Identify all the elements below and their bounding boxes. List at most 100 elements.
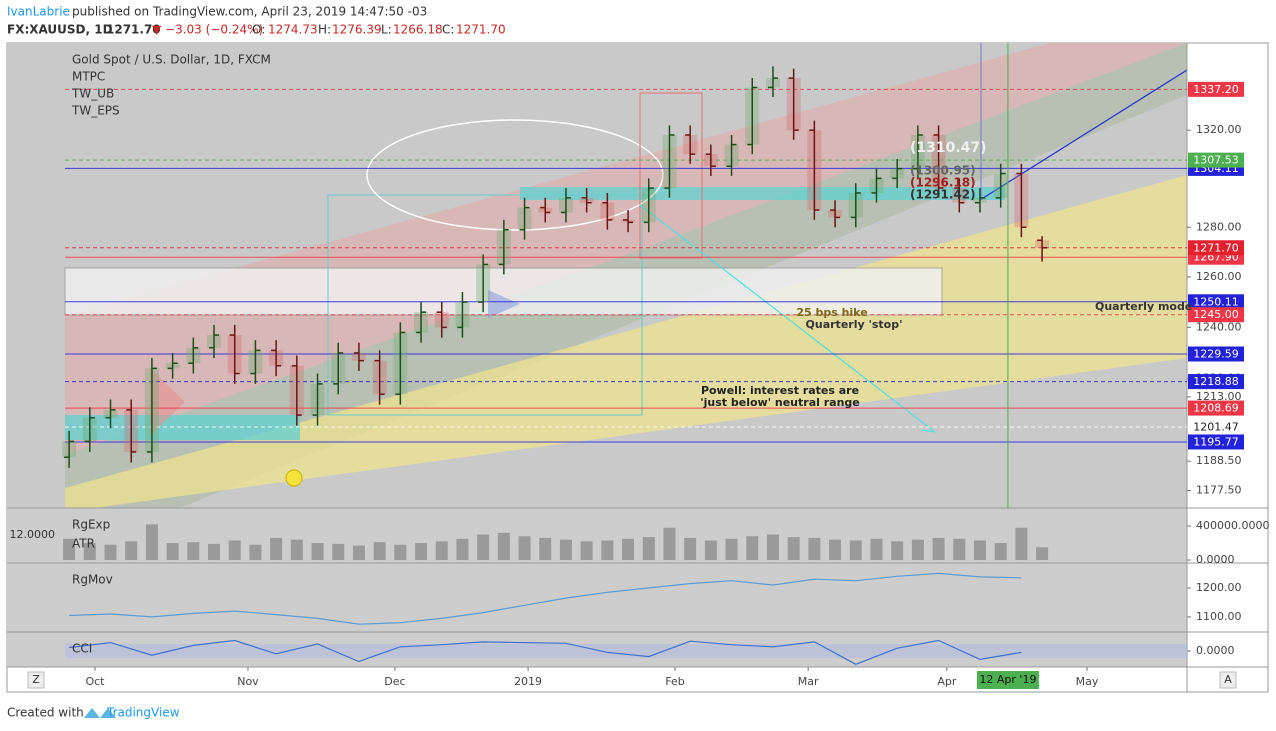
indicator-label: MTPC — [72, 70, 105, 84]
volume-bar — [746, 536, 759, 561]
annotation: Quarterly mode — [1095, 300, 1192, 313]
y-tick-label: 1260.00 — [1196, 270, 1242, 283]
cyan-band — [520, 187, 1005, 200]
price-tag — [1188, 307, 1244, 323]
cci-band — [65, 644, 1187, 658]
icon — [285, 469, 303, 487]
yellow-wedge — [65, 175, 1187, 508]
price-tag — [1188, 434, 1244, 450]
volume-bar — [539, 537, 552, 561]
indicator-label: TW_EPS — [71, 104, 120, 118]
price-tag-label: 1245.00 — [1193, 308, 1239, 321]
volume-bar — [870, 538, 883, 561]
volume-bar — [601, 540, 614, 561]
annotation: Powell: interest rates are — [701, 384, 859, 397]
y-tick-label: 1320.00 — [1196, 123, 1242, 136]
symbol: FX:XAUUSD, 1D — [7, 23, 113, 37]
volume-bar — [891, 541, 904, 561]
price-tag-label: 1208.69 — [1193, 402, 1239, 415]
volume-bar — [228, 540, 241, 561]
logo — [84, 708, 116, 718]
volume-bar — [394, 544, 407, 561]
ohlc-value: 1271.70 — [456, 23, 506, 37]
pink-channel — [65, 43, 1187, 455]
volume-bar — [808, 537, 821, 561]
y-tick-label: 1213.00 — [1196, 390, 1242, 403]
price-tag-label: 1250.11 — [1193, 295, 1239, 308]
volume-bar — [477, 534, 490, 561]
x-tick-label: 2019 — [514, 675, 542, 688]
volume-bar — [642, 537, 655, 561]
price-tag — [1188, 152, 1244, 168]
x-tick-label: Feb — [665, 675, 684, 688]
date-marker-label: 12 Apr '19 — [979, 673, 1036, 686]
price-tag — [1188, 400, 1244, 416]
y-tick-label: 1100.00 — [1196, 610, 1242, 623]
drawings — [64, 43, 1187, 508]
ohlc-label: C: — [442, 23, 454, 37]
price-tag — [1188, 419, 1244, 435]
auto-button[interactable] — [1219, 671, 1237, 689]
price-tag — [1188, 81, 1244, 97]
x-tick-label: May — [1076, 675, 1099, 688]
price-tag — [1188, 240, 1244, 256]
ohlc-label: L: — [381, 23, 392, 37]
volume-bar — [580, 541, 593, 561]
volume-bar — [663, 527, 676, 561]
annotation: (1291.42) — [910, 188, 976, 202]
volume-bar — [1036, 547, 1049, 561]
ohlc-value: 1274.73 — [268, 23, 318, 37]
annotation: 'just below' neutral range — [700, 396, 859, 409]
volume-bar — [1015, 527, 1028, 561]
volume-bar — [63, 538, 76, 561]
price-tag-label: 1271.70 — [1193, 241, 1239, 254]
arrow — [639, 204, 936, 433]
annotation: 25 bps hike — [796, 306, 867, 319]
zoom-button-label[interactable]: Z — [32, 673, 40, 686]
volume-bar — [456, 538, 469, 561]
price-tag-label: 1229.59 — [1193, 347, 1239, 360]
price-tag-label: 1307.53 — [1193, 154, 1239, 167]
volume-bar — [953, 538, 966, 561]
x-tick-label: Apr — [937, 675, 957, 688]
volume-bar — [311, 543, 324, 561]
cyan-band — [65, 415, 300, 440]
volume-bar — [973, 540, 986, 561]
published: published on TradingView.com, April 23, … — [72, 5, 427, 19]
annotation: (1310.47) — [910, 140, 987, 156]
y-tick-label: 400000.0000 — [1196, 519, 1269, 532]
annotation: Quarterly 'stop' — [806, 318, 903, 331]
change: ▼ −3.03 (−0.24%) — [152, 23, 263, 37]
publisher[interactable]: IvanLabrie — [7, 5, 70, 19]
chart-title: Gold Spot / U.S. Dollar, 1D, FXCM — [72, 53, 271, 67]
ohlc-value: 1276.39 — [332, 23, 382, 37]
indicator-line — [69, 639, 1022, 665]
price-tag-label: 1201.47 — [1193, 420, 1239, 433]
annotation: (1300.95) — [910, 164, 976, 178]
price-tag — [1188, 346, 1244, 362]
volume-bar — [559, 539, 572, 561]
trend-line — [979, 69, 1187, 201]
volume-bar — [104, 544, 117, 561]
volume-bar — [332, 543, 345, 561]
cyan-box — [327, 194, 643, 416]
volume-bar — [352, 545, 365, 561]
auto-button-label[interactable]: A — [1224, 673, 1232, 686]
y-tick-label: 0.0000 — [1196, 553, 1235, 566]
volume-bar — [290, 539, 303, 561]
volume-bar — [435, 541, 448, 561]
ohlc-label: O: — [252, 23, 265, 37]
volume-bar — [166, 543, 179, 561]
price-tag-label: 1195.77 — [1193, 435, 1239, 448]
date-marker — [976, 671, 1039, 689]
footer-brand[interactable]: TradingView — [106, 706, 180, 720]
x-tick-label: Dec — [384, 675, 405, 688]
arrow-shape — [150, 368, 185, 436]
volume-bar — [373, 542, 386, 561]
ohlc-value: 1266.18 — [393, 23, 443, 37]
zoom-button[interactable] — [27, 671, 45, 689]
price-tag-label: 1218.88 — [1193, 375, 1239, 388]
annotation: (1296.18) — [910, 176, 976, 190]
y-tick-label: 1200.00 — [1196, 581, 1242, 594]
